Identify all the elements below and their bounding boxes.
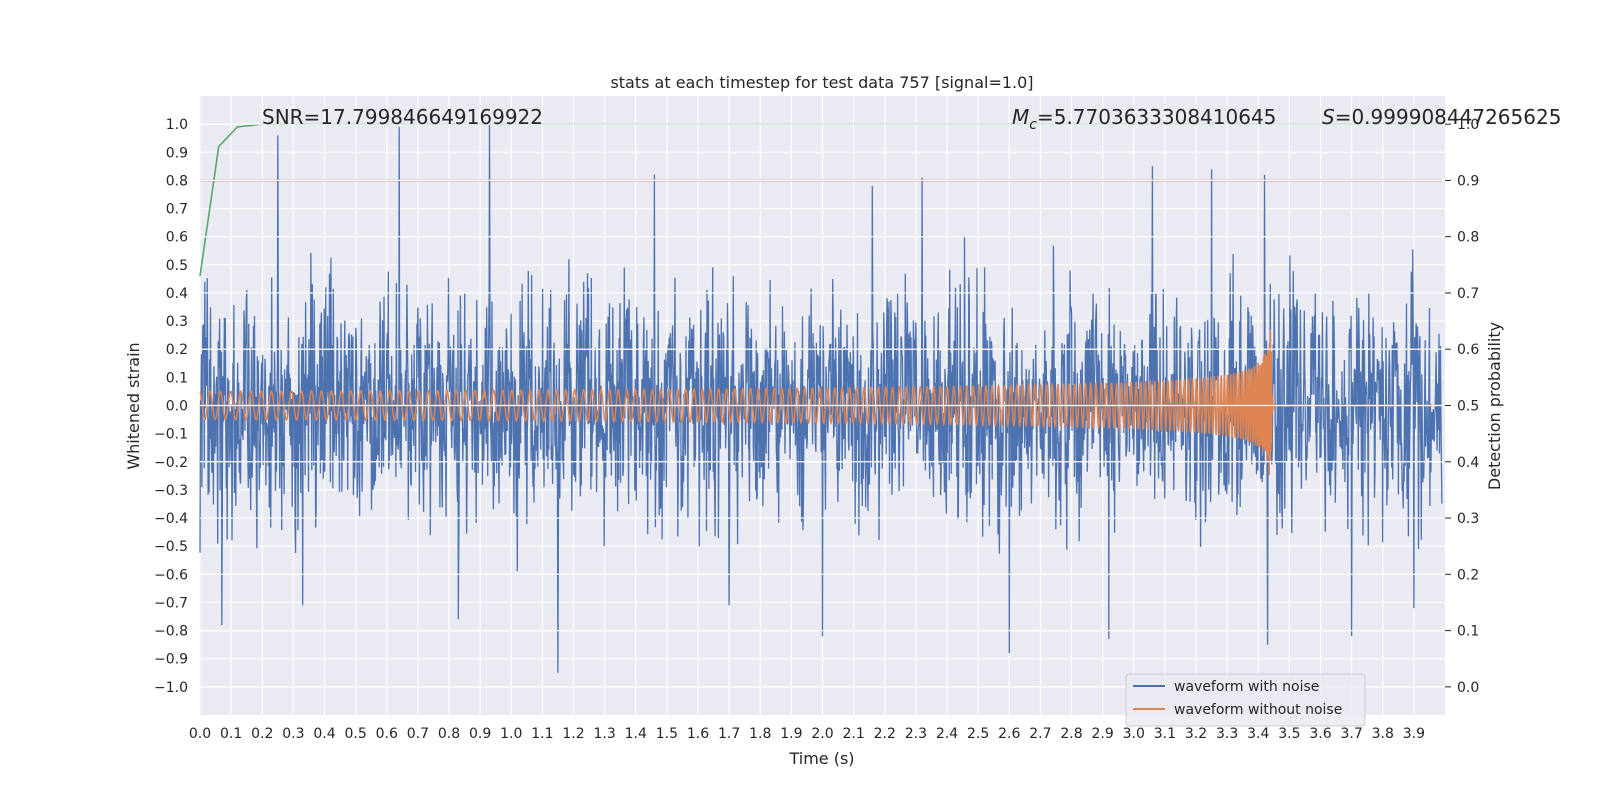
- y-tick-label: −0.6: [154, 567, 188, 583]
- x-tick-label: 3.7: [1340, 726, 1362, 742]
- x-tick-label: 1.1: [531, 726, 553, 742]
- legend: waveform with noise waveform without noi…: [1125, 673, 1366, 727]
- x-tick-label: 0.9: [469, 726, 491, 742]
- snr-annotation: SNR=17.799846649169922: [262, 105, 543, 129]
- y-tick-label: −0.8: [154, 624, 188, 640]
- y2-tick-label: 0.1: [1457, 624, 1479, 640]
- y-tick-label: −0.2: [154, 455, 188, 471]
- legend-label-clean: waveform without noise: [1174, 702, 1342, 718]
- x-tick-label: 1.8: [749, 726, 771, 742]
- x-tick-label: 0.7: [407, 726, 429, 742]
- x-tick-label: 3.2: [1185, 726, 1207, 742]
- x-tick-label: 1.6: [687, 726, 709, 742]
- x-tick-label: 2.2: [874, 726, 896, 742]
- x-tick-label: 1.3: [593, 726, 615, 742]
- x-tick-label: 3.3: [1216, 726, 1238, 742]
- x-tick-label: 2.1: [842, 726, 864, 742]
- x-tick-label: 2.0: [811, 726, 833, 742]
- waveform-without-noise-line: [199, 329, 1442, 476]
- y2-tick-label: 0.4: [1457, 455, 1479, 471]
- right-axis-grid-lines: [200, 123, 1445, 688]
- x-tick-label: 2.8: [1060, 726, 1082, 742]
- y2-axis-label: Detection probability: [1485, 322, 1504, 490]
- x-tick-label: 1.2: [562, 726, 584, 742]
- x-tick-label: 2.9: [1091, 726, 1113, 742]
- y2-tick-label: 0.8: [1457, 230, 1479, 246]
- x-tick-label: 0.6: [376, 726, 398, 742]
- x-tick-label: 2.7: [1029, 726, 1051, 742]
- x-tick-label: 3.9: [1403, 726, 1425, 742]
- y-tick-label: −0.5: [154, 539, 188, 555]
- y-tick-label: 1.0: [166, 117, 188, 133]
- x-tick-label: 2.5: [967, 726, 989, 742]
- x-tick-label: 0.3: [282, 726, 304, 742]
- x-tick-label: 1.4: [625, 726, 647, 742]
- y-tick-label: 0.0: [166, 399, 188, 415]
- y-tick-label: −1.0: [154, 680, 188, 696]
- y2-tick-label: 0.0: [1457, 680, 1479, 696]
- chart-title: stats at each timestep for test data 757…: [610, 73, 1033, 92]
- y2-tick-label: 0.6: [1457, 342, 1479, 358]
- score-value: =0.999908447265625: [1335, 105, 1562, 129]
- y-tick-label: 0.6: [166, 230, 188, 246]
- x-tick-label: 3.5: [1278, 726, 1300, 742]
- y-tick-label: 0.3: [166, 314, 188, 330]
- x-tick-label: 3.1: [1154, 726, 1176, 742]
- legend-label-noise: waveform with noise: [1174, 679, 1319, 695]
- x-tick-label: 3.8: [1372, 726, 1394, 742]
- x-tick-label: 3.0: [1123, 726, 1145, 742]
- x-tick-label: 3.4: [1247, 726, 1269, 742]
- y-tick-label: 0.2: [166, 342, 188, 358]
- y2-tick-label: 0.3: [1457, 511, 1479, 527]
- x-tick-label: 0.0: [189, 726, 211, 742]
- x-tick-label: 1.7: [718, 726, 740, 742]
- chirp-mass-value: =5.7703633308410645: [1037, 105, 1276, 129]
- y-tick-label: −0.9: [154, 652, 188, 668]
- x-tick-label: 0.8: [438, 726, 460, 742]
- score-symbol: S: [1322, 105, 1335, 129]
- y-tick-label: 0.8: [166, 173, 188, 189]
- x-tick-label: 0.5: [344, 726, 366, 742]
- chirp-mass-symbol: M: [1012, 105, 1029, 129]
- y2-tick-label: 1.0: [1457, 117, 1479, 133]
- x-tick-label: 0.1: [220, 726, 242, 742]
- legend-box: [1125, 673, 1366, 727]
- tick-labels: 0.0 0.1 0.2 0.3 0.4 0.5 0.6 0.7 0.8 0.9 1.0 1.1 1.2 1…: [154, 117, 1479, 742]
- x-axis-label: Time (s): [788, 749, 854, 768]
- x-tick-label: 0.4: [313, 726, 335, 742]
- y-tick-label: 0.5: [166, 258, 188, 274]
- y-tick-label: 0.7: [166, 202, 188, 218]
- x-tick-label: 3.6: [1309, 726, 1331, 742]
- y-tick-label: 0.9: [166, 145, 188, 161]
- x-tick-label: 2.4: [936, 726, 958, 742]
- x-tick-label: 1.5: [656, 726, 678, 742]
- y-axis-label: Whitened strain: [124, 342, 143, 469]
- y2-tick-label: 0.9: [1457, 173, 1479, 189]
- y2-tick-label: 0.5: [1457, 399, 1479, 415]
- chirp-mass-subscript: c: [1029, 117, 1037, 133]
- x-tick-label: 2.6: [998, 726, 1020, 742]
- x-tick-label: 1.9: [780, 726, 802, 742]
- y-tick-label: −0.3: [154, 483, 188, 499]
- y-tick-label: −0.4: [154, 511, 188, 527]
- y-tick-label: −0.7: [154, 595, 188, 611]
- x-tick-label: 2.3: [905, 726, 927, 742]
- x-tick-label: 1.0: [500, 726, 522, 742]
- y-tick-label: −0.1: [154, 427, 188, 443]
- chirp-mass-annotation: Mc=5.7703633308410645: [1012, 105, 1276, 133]
- y2-tick-label: 0.2: [1457, 567, 1479, 583]
- y-tick-label: 0.1: [166, 370, 188, 386]
- y2-tick-label: 0.7: [1457, 286, 1479, 302]
- y-tick-label: 0.4: [166, 286, 188, 302]
- x-tick-label: 0.2: [251, 726, 273, 742]
- score-annotation: S=0.999908447265625: [1322, 105, 1561, 129]
